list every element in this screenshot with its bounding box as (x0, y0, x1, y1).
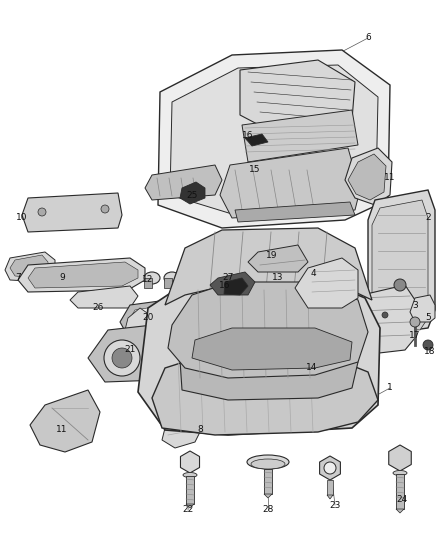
Polygon shape (180, 182, 205, 204)
Ellipse shape (251, 459, 285, 469)
Circle shape (382, 312, 388, 318)
Polygon shape (168, 282, 368, 378)
Polygon shape (170, 65, 378, 214)
Ellipse shape (144, 272, 160, 284)
Polygon shape (224, 278, 248, 295)
Polygon shape (145, 165, 222, 200)
Text: 27: 27 (223, 273, 234, 282)
Bar (164, 278, 172, 288)
Text: 24: 24 (396, 496, 408, 505)
Bar (264, 469, 272, 494)
Circle shape (101, 205, 109, 213)
Polygon shape (22, 193, 122, 232)
Text: 20: 20 (142, 313, 154, 322)
Polygon shape (138, 278, 380, 435)
Text: 11: 11 (56, 425, 68, 434)
Text: 18: 18 (424, 348, 436, 357)
Text: 23: 23 (329, 500, 341, 510)
Bar (396, 474, 404, 509)
Polygon shape (158, 50, 390, 228)
Polygon shape (165, 228, 372, 305)
Polygon shape (28, 262, 138, 288)
Circle shape (423, 340, 433, 350)
Circle shape (104, 340, 140, 376)
Text: 3: 3 (412, 301, 418, 310)
Polygon shape (128, 303, 188, 336)
Polygon shape (372, 200, 428, 330)
Bar (327, 480, 333, 495)
Polygon shape (180, 451, 200, 473)
Polygon shape (240, 60, 355, 135)
Polygon shape (70, 286, 138, 308)
Text: 5: 5 (425, 313, 431, 322)
Circle shape (305, 267, 315, 277)
Text: 25: 25 (186, 190, 198, 199)
Text: 1: 1 (387, 384, 393, 392)
Polygon shape (396, 509, 404, 513)
Polygon shape (120, 298, 195, 340)
Bar (186, 476, 194, 504)
Bar (144, 278, 152, 288)
Text: 11: 11 (384, 174, 396, 182)
Polygon shape (320, 456, 340, 480)
Text: 17: 17 (409, 330, 421, 340)
Ellipse shape (247, 455, 289, 469)
Polygon shape (5, 252, 55, 282)
Text: 2: 2 (425, 214, 431, 222)
Text: 26: 26 (92, 303, 104, 312)
Polygon shape (10, 255, 48, 278)
Text: 15: 15 (249, 166, 261, 174)
Text: 16: 16 (219, 280, 231, 289)
Polygon shape (345, 148, 392, 205)
Polygon shape (389, 445, 411, 471)
Text: 12: 12 (142, 276, 154, 285)
Polygon shape (210, 272, 255, 295)
Text: 19: 19 (266, 251, 278, 260)
Text: 10: 10 (16, 214, 28, 222)
Circle shape (394, 279, 406, 291)
Polygon shape (295, 258, 325, 285)
Text: 22: 22 (182, 505, 194, 514)
Text: 16: 16 (242, 131, 254, 140)
Text: 9: 9 (59, 273, 65, 282)
Polygon shape (327, 495, 333, 499)
Polygon shape (368, 190, 435, 335)
Polygon shape (245, 134, 268, 146)
Polygon shape (125, 308, 150, 338)
Polygon shape (186, 504, 194, 508)
Polygon shape (88, 318, 250, 382)
Circle shape (410, 317, 420, 327)
Polygon shape (235, 202, 355, 222)
Text: 8: 8 (197, 425, 203, 434)
Polygon shape (248, 245, 308, 272)
Text: 6: 6 (365, 34, 371, 43)
Polygon shape (162, 422, 200, 448)
Polygon shape (220, 148, 360, 218)
Ellipse shape (183, 472, 197, 478)
Text: 28: 28 (262, 505, 274, 514)
Polygon shape (152, 352, 378, 435)
Ellipse shape (393, 471, 407, 475)
Text: 14: 14 (306, 364, 318, 373)
Polygon shape (410, 295, 435, 322)
Polygon shape (180, 345, 358, 400)
Circle shape (324, 462, 336, 474)
Polygon shape (242, 110, 358, 162)
Polygon shape (264, 494, 272, 498)
Ellipse shape (164, 272, 180, 284)
Text: 21: 21 (124, 345, 136, 354)
Polygon shape (18, 258, 145, 292)
Circle shape (38, 208, 46, 216)
Polygon shape (192, 328, 352, 370)
Circle shape (112, 348, 132, 368)
Polygon shape (295, 258, 358, 308)
Polygon shape (352, 285, 415, 355)
Polygon shape (30, 390, 100, 452)
Text: 13: 13 (272, 273, 284, 282)
Text: 7: 7 (15, 273, 21, 282)
Polygon shape (348, 154, 386, 200)
Text: 4: 4 (310, 269, 316, 278)
